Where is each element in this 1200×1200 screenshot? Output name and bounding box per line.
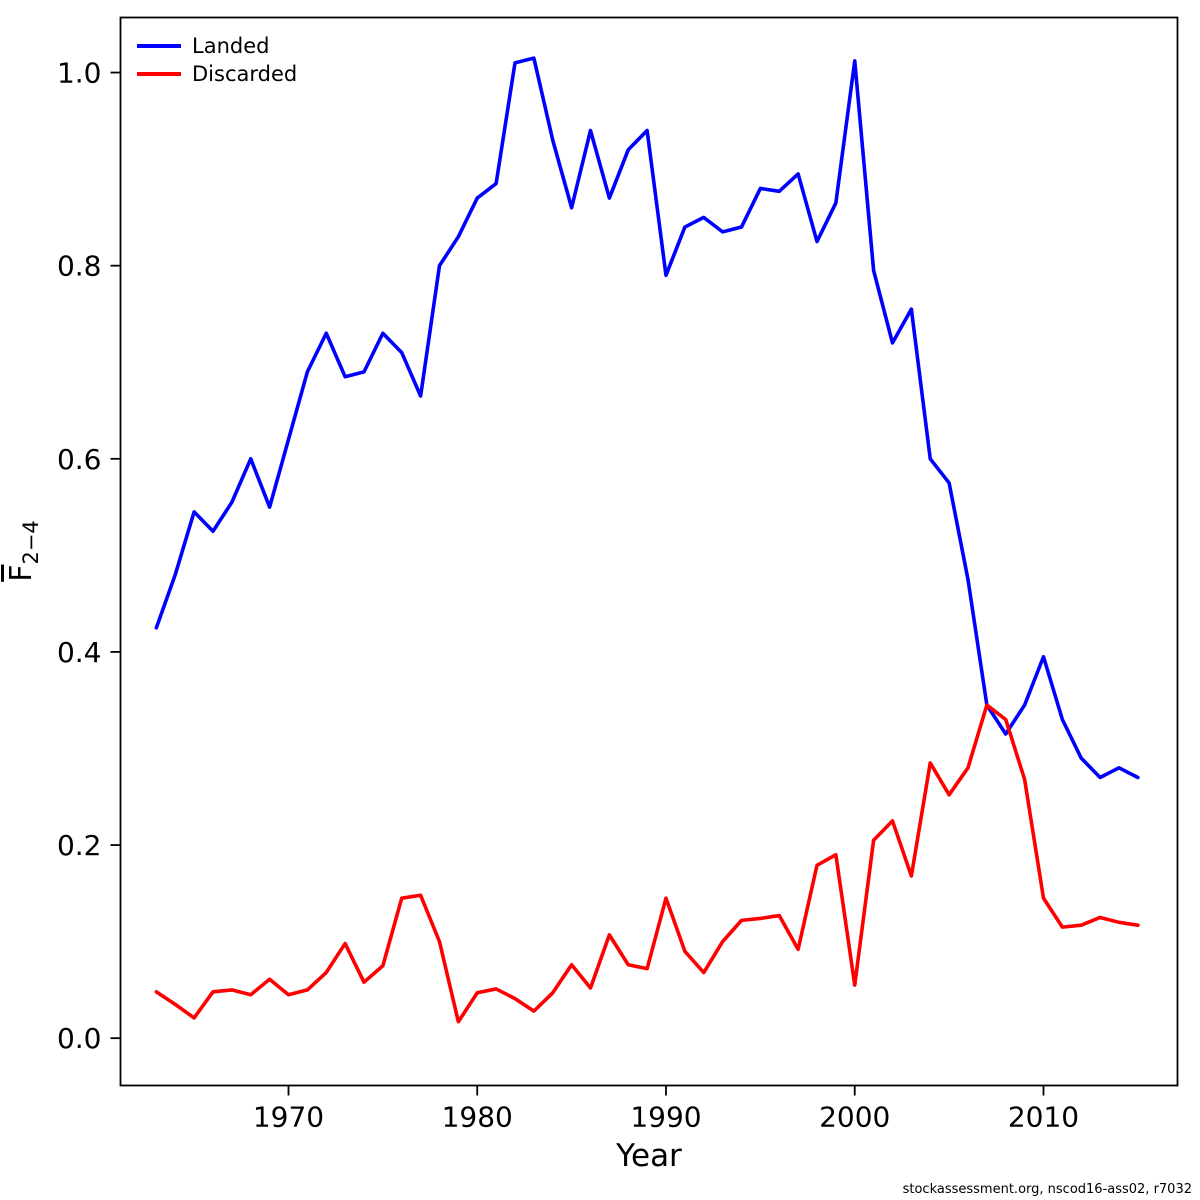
- y-tick-label: 0.2: [57, 829, 102, 862]
- series-line-landed: [154, 56, 1140, 780]
- discarded-line-swatch: [137, 72, 181, 76]
- landed-line-swatch: [137, 44, 181, 48]
- y-axis-title: F2−4: [4, 451, 44, 651]
- x-tick-label: 1980: [442, 1101, 513, 1134]
- legend-entry-discarded: Discarded: [137, 61, 297, 87]
- y-tick-label: 0.6: [57, 443, 102, 476]
- x-tick-label: 1970: [253, 1101, 324, 1134]
- y-axis-title-sub: 2−4: [19, 520, 43, 565]
- legend-entry-landed: Landed: [137, 33, 297, 59]
- y-axis-title-main: F: [4, 564, 39, 582]
- y-tick-label: 0.4: [57, 636, 102, 669]
- x-tick-label: 2010: [1008, 1101, 1079, 1134]
- x-tick-label: 1990: [630, 1101, 701, 1134]
- plot-border: [119, 16, 1179, 1087]
- series-line-discarded: [154, 703, 1140, 1024]
- source-credit: stockassessment.org, nscod16-ass02, r703…: [902, 1182, 1192, 1197]
- legend: Landed Discarded: [137, 33, 297, 87]
- y-tick-label: 0.0: [57, 1022, 102, 1055]
- x-tick-label: 2000: [819, 1101, 890, 1134]
- y-tick-label: 1.0: [57, 57, 102, 90]
- x-axis-title: Year: [616, 1138, 682, 1174]
- legend-label-landed: Landed: [192, 34, 270, 58]
- legend-label-discarded: Discarded: [192, 62, 298, 86]
- y-tick-label: 0.8: [57, 250, 102, 283]
